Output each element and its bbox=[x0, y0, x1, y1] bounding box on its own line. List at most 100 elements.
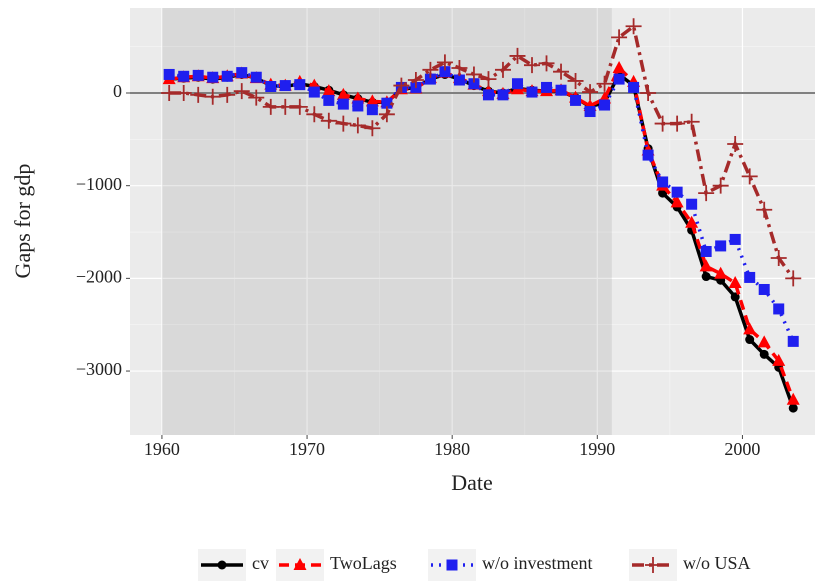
point bbox=[596, 75, 613, 92]
point bbox=[322, 84, 336, 97]
legend-marker bbox=[645, 557, 661, 573]
legend-item: cv bbox=[198, 549, 269, 581]
legend-item: w/o USA bbox=[629, 549, 751, 581]
point bbox=[250, 71, 262, 83]
point bbox=[756, 201, 773, 218]
point bbox=[785, 270, 802, 287]
point bbox=[511, 78, 523, 90]
point bbox=[699, 259, 713, 272]
point bbox=[741, 168, 758, 185]
legend-item: w/o investment bbox=[428, 549, 593, 581]
point bbox=[381, 97, 393, 109]
point bbox=[553, 63, 570, 80]
point bbox=[365, 94, 379, 107]
point bbox=[642, 149, 654, 161]
point bbox=[279, 80, 291, 92]
point bbox=[712, 177, 729, 194]
point bbox=[161, 84, 178, 101]
point bbox=[352, 100, 364, 112]
point bbox=[526, 86, 538, 98]
x-axis-label: Date bbox=[451, 470, 493, 495]
legend-label: w/o investment bbox=[482, 553, 593, 573]
point bbox=[163, 68, 175, 80]
point bbox=[337, 98, 349, 110]
point bbox=[306, 106, 323, 123]
point bbox=[555, 84, 567, 96]
legend-label: w/o USA bbox=[683, 553, 751, 573]
point bbox=[714, 266, 728, 279]
point bbox=[612, 60, 626, 73]
point bbox=[178, 70, 190, 82]
point bbox=[770, 249, 787, 266]
point bbox=[509, 47, 526, 64]
y-tick-label: −1000 bbox=[76, 174, 122, 194]
y-tick-label: −3000 bbox=[76, 359, 122, 379]
point bbox=[436, 54, 453, 71]
point bbox=[727, 135, 744, 152]
point bbox=[758, 283, 770, 295]
point bbox=[480, 71, 497, 88]
point bbox=[599, 99, 611, 111]
legend-item: TwoLags bbox=[276, 549, 397, 581]
point bbox=[366, 104, 378, 116]
point bbox=[335, 115, 352, 132]
point bbox=[349, 117, 366, 134]
point bbox=[219, 86, 236, 103]
point bbox=[773, 303, 785, 315]
point bbox=[654, 115, 671, 132]
point bbox=[308, 86, 320, 98]
legend-label: cv bbox=[252, 553, 269, 573]
point bbox=[584, 106, 596, 118]
point bbox=[728, 275, 742, 288]
point bbox=[582, 84, 599, 101]
point bbox=[453, 74, 465, 86]
point bbox=[494, 61, 511, 78]
point bbox=[175, 84, 192, 101]
point bbox=[204, 88, 221, 105]
x-tick-label: 1960 bbox=[144, 439, 180, 459]
point bbox=[524, 57, 541, 74]
point bbox=[671, 186, 683, 198]
point bbox=[497, 89, 509, 101]
point bbox=[611, 29, 628, 46]
point bbox=[541, 81, 553, 93]
point bbox=[670, 195, 684, 208]
point bbox=[291, 98, 308, 115]
point bbox=[336, 87, 350, 100]
point bbox=[407, 72, 424, 89]
legend-marker bbox=[446, 559, 458, 571]
point bbox=[700, 245, 712, 257]
x-tick-label: 2000 bbox=[724, 439, 760, 459]
y-tick-label: −2000 bbox=[76, 266, 122, 286]
point bbox=[745, 335, 755, 345]
point bbox=[190, 86, 207, 103]
point bbox=[628, 81, 640, 93]
y-axis-label: Gaps for gdp bbox=[10, 164, 35, 279]
point bbox=[786, 392, 800, 405]
point bbox=[613, 73, 625, 85]
point bbox=[364, 120, 381, 137]
point bbox=[221, 70, 233, 82]
shaded-period bbox=[161, 8, 612, 435]
point bbox=[236, 67, 248, 79]
point bbox=[294, 79, 306, 91]
point bbox=[788, 403, 798, 413]
point bbox=[262, 98, 279, 115]
point bbox=[277, 98, 294, 115]
point bbox=[698, 185, 715, 202]
point bbox=[570, 94, 582, 106]
point bbox=[743, 322, 757, 335]
point bbox=[757, 335, 771, 348]
point bbox=[729, 233, 741, 245]
point bbox=[248, 89, 265, 106]
legend-marker bbox=[217, 560, 227, 570]
point bbox=[465, 66, 482, 83]
point bbox=[207, 71, 219, 83]
point bbox=[233, 83, 250, 100]
point bbox=[640, 84, 657, 101]
point bbox=[482, 89, 494, 101]
y-tick-label: 0 bbox=[113, 81, 122, 101]
legend-label: TwoLags bbox=[330, 553, 397, 573]
point bbox=[744, 271, 756, 283]
